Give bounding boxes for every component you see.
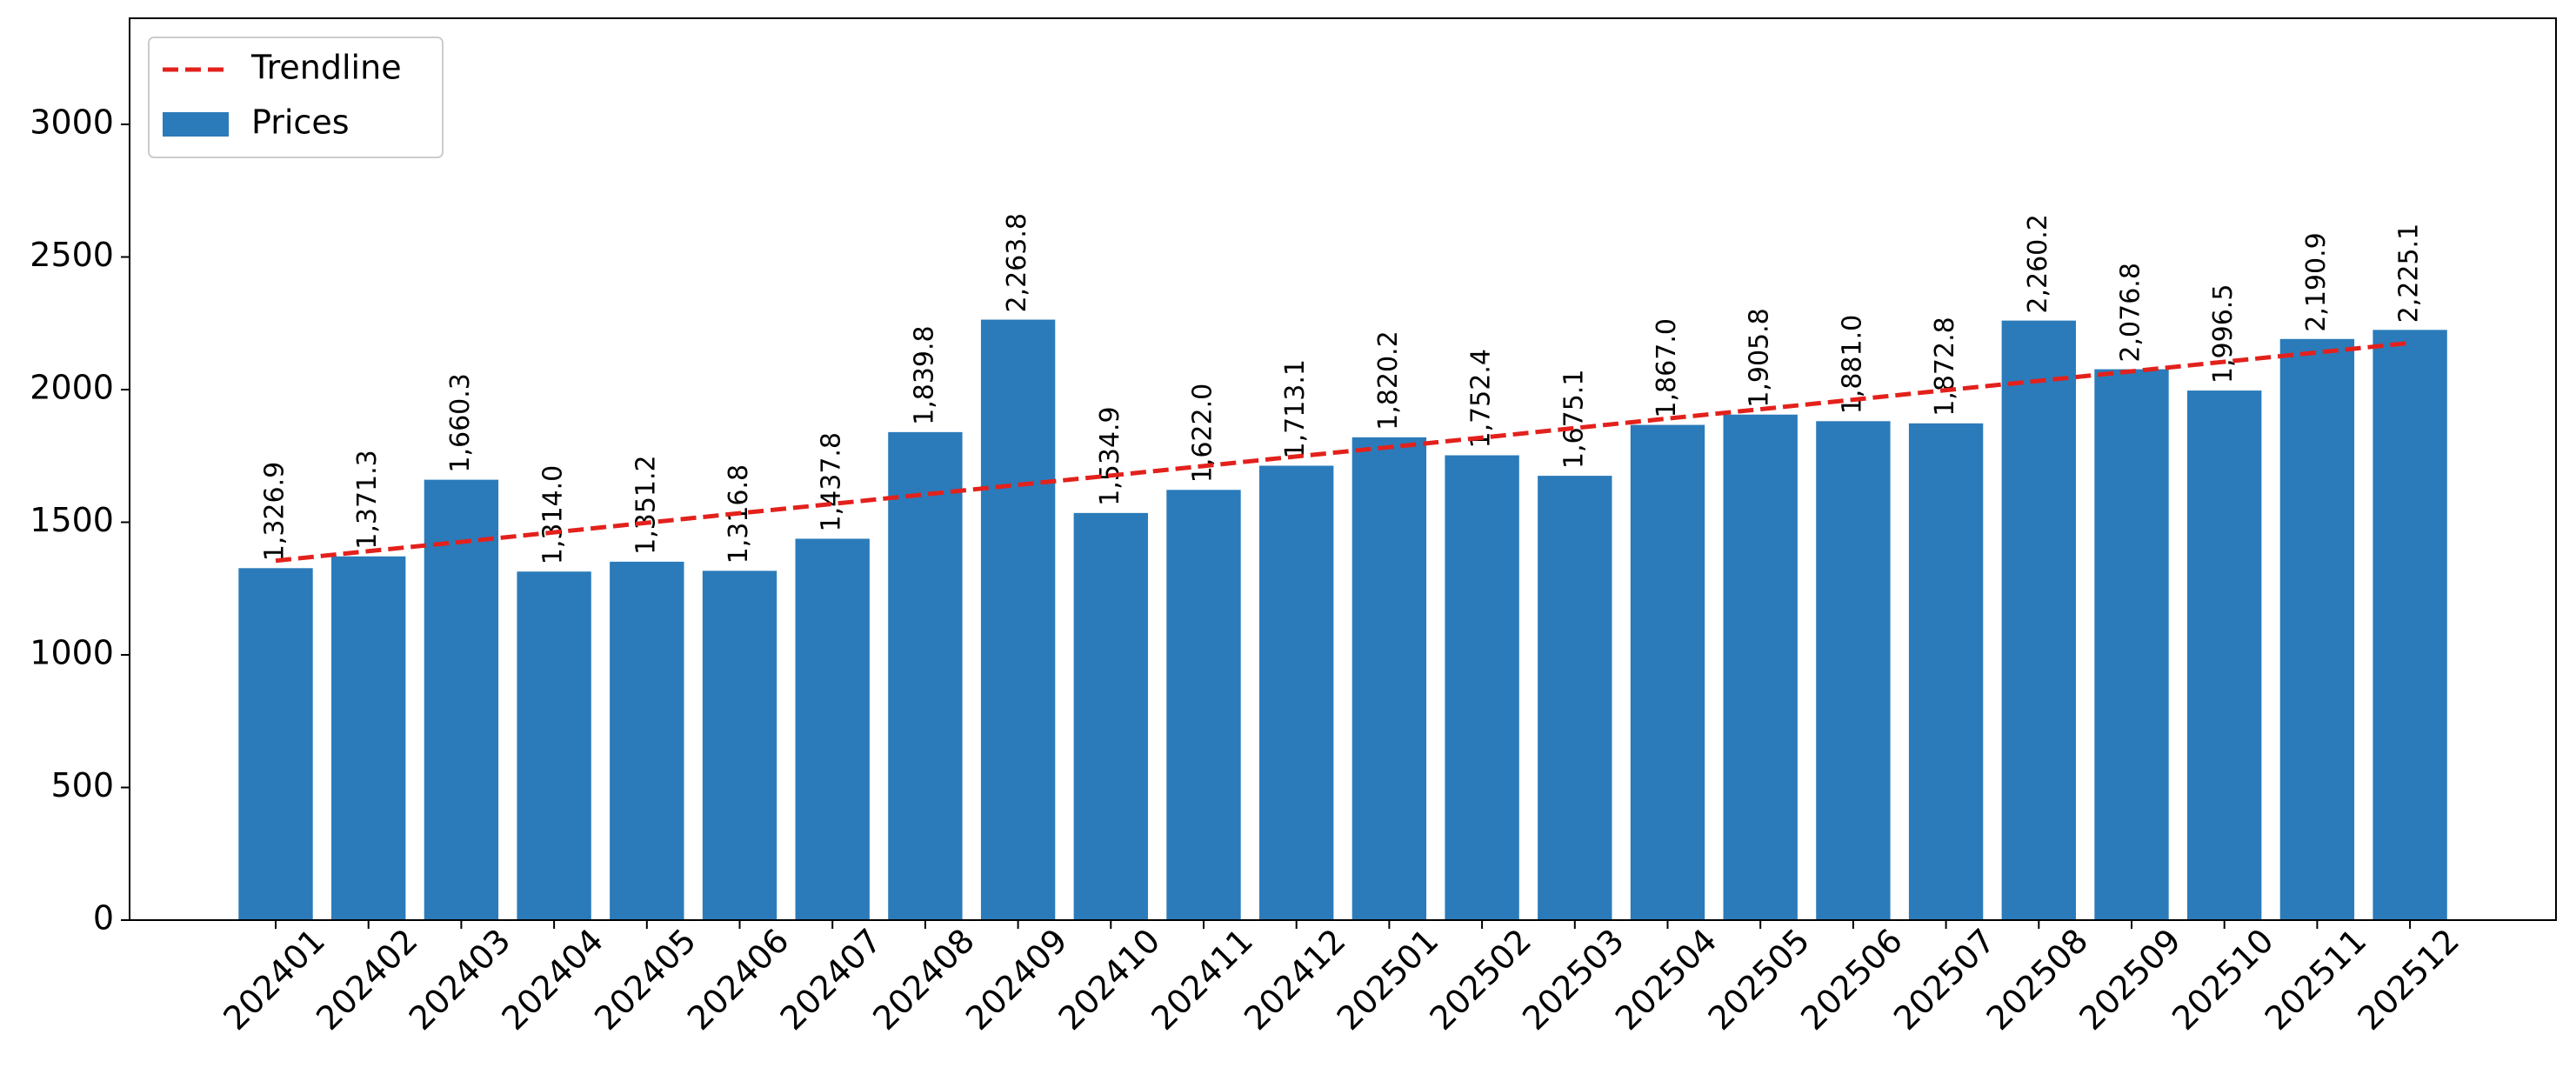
- x-tick-label: 202504: [1608, 921, 1725, 1038]
- y-tick-label: 0: [93, 899, 114, 938]
- bar: [2279, 338, 2355, 920]
- bar: [517, 571, 591, 920]
- trendline: [275, 340, 2411, 564]
- bar: [1166, 490, 1241, 920]
- value-label: 1,867.0: [1652, 318, 1682, 418]
- value-label: 2,225.1: [2394, 224, 2425, 324]
- bar: [702, 571, 777, 920]
- legend-swatch: [163, 112, 229, 137]
- bar: [1351, 437, 1427, 920]
- x-tick-label: 202512: [2350, 921, 2466, 1038]
- bar: [980, 319, 1056, 920]
- y-tick-label: 500: [50, 766, 114, 804]
- y-tick-label: 2500: [30, 236, 114, 274]
- x-tick-label: 202408: [865, 921, 982, 1038]
- bar: [2187, 390, 2262, 920]
- x-tick-label: 202409: [958, 921, 1075, 1038]
- value-label: 1,314.0: [538, 465, 569, 565]
- x-tick-label: 202403: [402, 921, 518, 1038]
- x-tick-label: 202406: [680, 921, 797, 1038]
- x-tick-label: 202503: [1515, 921, 1632, 1038]
- value-label: 1,351.2: [631, 455, 661, 555]
- bar: [1630, 424, 1705, 920]
- bar: [1723, 414, 1798, 921]
- value-label: 1,905.8: [1745, 308, 1775, 408]
- legend-label: Prices: [251, 103, 350, 142]
- value-label: 1,534.9: [1095, 406, 1125, 506]
- value-label: 1,713.1: [1280, 359, 1311, 459]
- bar: [1259, 465, 1334, 920]
- x-tick-label: 202404: [494, 921, 611, 1038]
- value-label: 1,326.9: [260, 462, 290, 562]
- bar: [238, 568, 313, 920]
- value-label: 1,660.3: [445, 373, 476, 473]
- x-tick-label: 202509: [2072, 921, 2188, 1038]
- x-tick-label: 202407: [773, 921, 890, 1038]
- y-tick-label: 1500: [30, 501, 114, 539]
- bar: [2001, 320, 2076, 920]
- bar: [795, 538, 870, 920]
- bar: [331, 556, 406, 920]
- bar: [2094, 369, 2169, 920]
- value-label: 1,872.8: [1930, 317, 1960, 417]
- bar: [888, 431, 963, 921]
- x-tick-label: 202411: [1144, 921, 1260, 1038]
- bar: [1538, 476, 1612, 920]
- value-label: 1,371.3: [352, 450, 383, 550]
- value-label: 1,996.5: [2208, 284, 2239, 384]
- x-tick-label: 202510: [2165, 921, 2281, 1038]
- x-tick-label: 202410: [1051, 921, 1168, 1038]
- y-tick-label: 2000: [30, 369, 114, 407]
- x-tick-label: 202401: [216, 921, 332, 1038]
- value-label: 1,820.2: [1373, 330, 1404, 430]
- value-label: 2,190.9: [2301, 232, 2332, 332]
- x-tick-label: 202402: [309, 921, 425, 1038]
- value-label: 2,260.2: [2023, 214, 2053, 314]
- value-label: 1,675.1: [1558, 370, 1589, 470]
- bar: [1073, 512, 1148, 920]
- bar: [1908, 423, 1984, 920]
- bar: [1445, 455, 1519, 920]
- value-label: 1,752.4: [1466, 349, 1497, 449]
- bar: [424, 479, 499, 920]
- bar: [610, 561, 684, 920]
- y-tick-label: 3000: [30, 103, 114, 142]
- x-tick-label: 202508: [1979, 921, 2096, 1038]
- x-tick-label: 202506: [1793, 921, 1910, 1038]
- value-label: 2,076.8: [2116, 263, 2146, 363]
- x-tick-label: 202412: [1237, 921, 1353, 1038]
- value-label: 2,263.8: [1002, 213, 1032, 313]
- x-tick-label: 202505: [1701, 921, 1818, 1038]
- value-label: 1,437.8: [817, 432, 847, 532]
- x-tick-label: 202507: [1886, 921, 2003, 1038]
- y-tick-label: 1000: [30, 634, 114, 672]
- x-tick-label: 202501: [1330, 921, 1446, 1038]
- x-tick-label: 202502: [1422, 921, 1538, 1038]
- legend-label: Trendline: [250, 49, 402, 87]
- x-tick-label: 202405: [587, 921, 704, 1038]
- bar: [2372, 330, 2447, 921]
- plot-frame: [129, 17, 2557, 921]
- bar: [1816, 421, 1891, 920]
- value-label: 1,839.8: [909, 325, 939, 425]
- x-tick-label: 202511: [2258, 921, 2374, 1038]
